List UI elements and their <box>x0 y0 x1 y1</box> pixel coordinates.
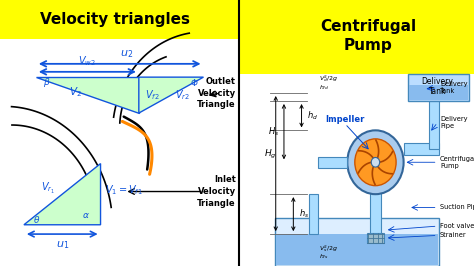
Text: Suction Pipe: Suction Pipe <box>440 205 474 210</box>
Text: $\Phi$: $\Phi$ <box>190 77 199 89</box>
Circle shape <box>355 139 396 186</box>
Text: $u_2$: $u_2$ <box>120 48 134 60</box>
FancyBboxPatch shape <box>366 233 384 243</box>
Text: Delivery
Tank: Delivery Tank <box>440 81 467 94</box>
Text: $V_1 = V_{f1}$: $V_1 = V_{f1}$ <box>105 183 143 197</box>
FancyBboxPatch shape <box>0 0 239 39</box>
FancyBboxPatch shape <box>408 74 469 101</box>
Circle shape <box>371 157 380 167</box>
FancyBboxPatch shape <box>276 234 438 265</box>
FancyBboxPatch shape <box>429 80 439 149</box>
Text: Strainer: Strainer <box>440 232 466 238</box>
Text: $H_s$: $H_s$ <box>268 126 279 138</box>
FancyBboxPatch shape <box>309 194 318 234</box>
FancyBboxPatch shape <box>274 218 439 266</box>
Text: $V_s^2/2g$: $V_s^2/2g$ <box>319 243 338 254</box>
Text: $\theta$: $\theta$ <box>34 214 41 226</box>
Text: Centrifugal
Pump: Centrifugal Pump <box>440 156 474 169</box>
Text: Outlet
Velocity
Triangle: Outlet Velocity Triangle <box>197 77 236 109</box>
Text: Delivery
Pipe: Delivery Pipe <box>440 116 467 129</box>
Text: $\alpha$: $\alpha$ <box>82 211 90 220</box>
Text: $V_2$: $V_2$ <box>69 86 82 99</box>
Text: Velocity triangles: Velocity triangles <box>40 12 190 27</box>
Circle shape <box>347 130 403 194</box>
Text: $V_{r_1}$: $V_{r_1}$ <box>41 181 55 196</box>
FancyBboxPatch shape <box>370 193 381 234</box>
FancyBboxPatch shape <box>318 157 347 168</box>
Text: Impeller: Impeller <box>325 115 365 124</box>
FancyBboxPatch shape <box>403 143 439 155</box>
Text: Foot valve: Foot valve <box>440 223 474 229</box>
Text: $h_{fs}$: $h_{fs}$ <box>319 252 329 261</box>
Text: $\beta$: $\beta$ <box>43 77 50 89</box>
Text: $h_d$: $h_d$ <box>308 110 319 122</box>
Text: $h_{fd}$: $h_{fd}$ <box>319 83 329 92</box>
Polygon shape <box>36 77 139 113</box>
Text: $V_{w2}$: $V_{w2}$ <box>79 54 96 68</box>
Polygon shape <box>24 164 100 225</box>
FancyBboxPatch shape <box>410 85 468 100</box>
Text: Delivery
Tank: Delivery Tank <box>422 77 454 96</box>
Text: $h_s$: $h_s$ <box>299 208 310 220</box>
Text: $V_d^2/2g$: $V_d^2/2g$ <box>319 73 338 84</box>
Polygon shape <box>139 77 203 113</box>
FancyBboxPatch shape <box>239 0 474 74</box>
Text: Centrifugal
Pump: Centrifugal Pump <box>320 19 417 53</box>
Text: $V_{r2}$: $V_{r2}$ <box>175 88 190 102</box>
Text: $V_{f2}$: $V_{f2}$ <box>145 88 159 102</box>
Text: $u_1$: $u_1$ <box>55 239 69 251</box>
Text: $H_g$: $H_g$ <box>264 148 276 161</box>
Text: Inlet
Velocity
Triangle: Inlet Velocity Triangle <box>197 175 236 208</box>
